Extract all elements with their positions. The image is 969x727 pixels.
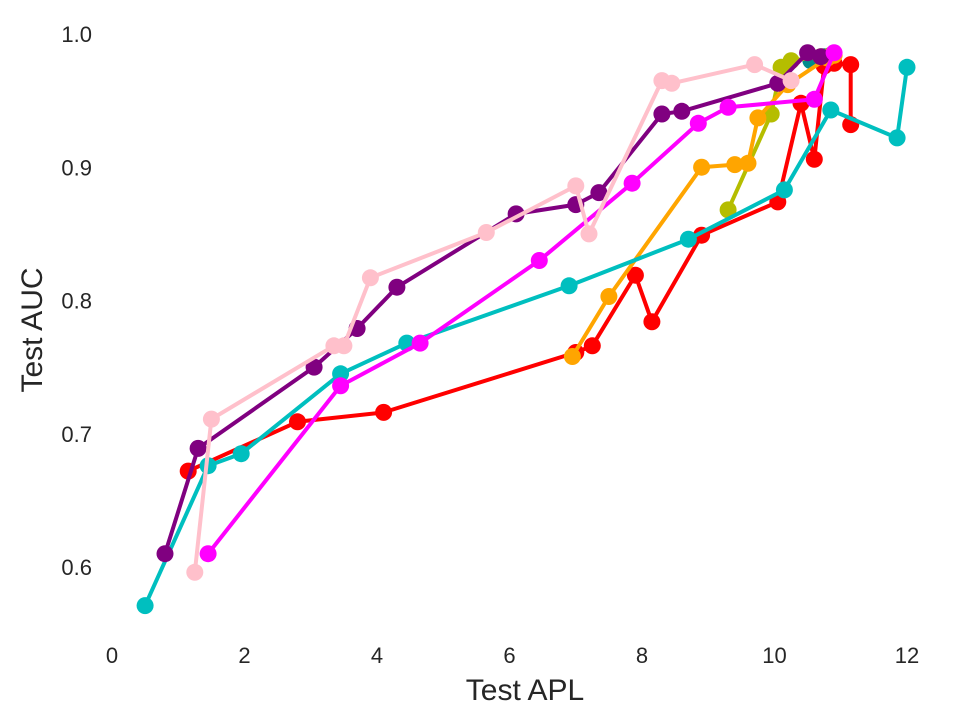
- data-point: [580, 225, 598, 243]
- data-point: [626, 266, 644, 284]
- series-7: [186, 56, 800, 581]
- data-point: [335, 337, 353, 355]
- x-tick-labels: 0 2 4 6 8 10 12: [106, 643, 919, 668]
- data-point: [663, 74, 681, 92]
- data-point: [567, 177, 585, 195]
- data-point: [643, 313, 661, 331]
- x-tick-label: 4: [371, 643, 383, 668]
- data-point: [673, 102, 691, 120]
- x-tick-label: 10: [762, 643, 786, 668]
- data-point: [805, 90, 823, 108]
- x-tick-label: 2: [238, 643, 250, 668]
- series-group: [136, 44, 916, 615]
- y-tick-label: 0.8: [61, 289, 92, 314]
- data-point: [332, 365, 350, 383]
- data-point: [560, 277, 578, 295]
- data-point: [689, 114, 707, 132]
- data-point: [232, 445, 250, 463]
- data-point: [719, 98, 737, 116]
- x-tick-label: 0: [106, 643, 118, 668]
- x-tick-label: 6: [503, 643, 515, 668]
- data-point: [898, 58, 916, 76]
- data-point: [477, 224, 495, 241]
- data-point: [888, 129, 906, 147]
- data-point: [289, 413, 306, 431]
- data-point: [156, 545, 174, 563]
- data-point: [805, 150, 823, 168]
- y-tick-label: 0.7: [61, 422, 92, 447]
- series-5: [156, 44, 830, 563]
- data-point: [530, 252, 548, 269]
- y-tick-label: 0.6: [61, 555, 92, 580]
- series-line: [186, 61, 853, 474]
- series-4: [136, 58, 916, 615]
- series-line: [143, 65, 909, 608]
- x-tick-label: 8: [636, 643, 648, 668]
- series-line: [192, 62, 794, 575]
- data-point: [563, 348, 581, 365]
- data-point: [199, 545, 217, 563]
- data-point: [825, 44, 843, 62]
- data-point: [726, 156, 744, 174]
- data-point: [739, 154, 757, 172]
- y-axis-label: Test AUC: [16, 267, 49, 392]
- series-line: [163, 50, 823, 556]
- data-point: [305, 358, 323, 376]
- data-point: [749, 109, 767, 127]
- data-point: [782, 72, 800, 90]
- data-point: [719, 201, 737, 219]
- data-point: [775, 181, 793, 199]
- data-point: [822, 101, 840, 119]
- data-point: [411, 334, 429, 352]
- data-point: [679, 230, 697, 248]
- x-tick-label: 12: [895, 643, 919, 668]
- data-point: [189, 439, 207, 457]
- data-point: [812, 48, 830, 66]
- data-point: [332, 377, 350, 395]
- y-tick-label: 1.0: [61, 22, 92, 47]
- data-point: [202, 410, 220, 428]
- y-tick-labels: 0.6 0.7 0.8 0.9 1.0: [61, 22, 92, 580]
- data-point: [693, 158, 711, 176]
- data-point: [600, 288, 618, 305]
- data-point: [388, 278, 406, 296]
- data-point: [799, 44, 817, 62]
- x-axis-label: Test APL: [466, 674, 584, 707]
- data-point: [375, 403, 393, 421]
- data-point: [842, 56, 860, 74]
- data-point: [653, 105, 671, 123]
- data-point: [769, 74, 787, 92]
- data-point: [623, 174, 641, 192]
- y-tick-label: 0.9: [61, 155, 92, 180]
- data-point: [136, 597, 154, 615]
- series-6: [199, 44, 843, 563]
- data-point: [186, 563, 204, 581]
- data-point: [746, 56, 764, 74]
- data-point: [583, 337, 601, 355]
- data-point: [590, 184, 608, 202]
- data-point: [361, 269, 379, 287]
